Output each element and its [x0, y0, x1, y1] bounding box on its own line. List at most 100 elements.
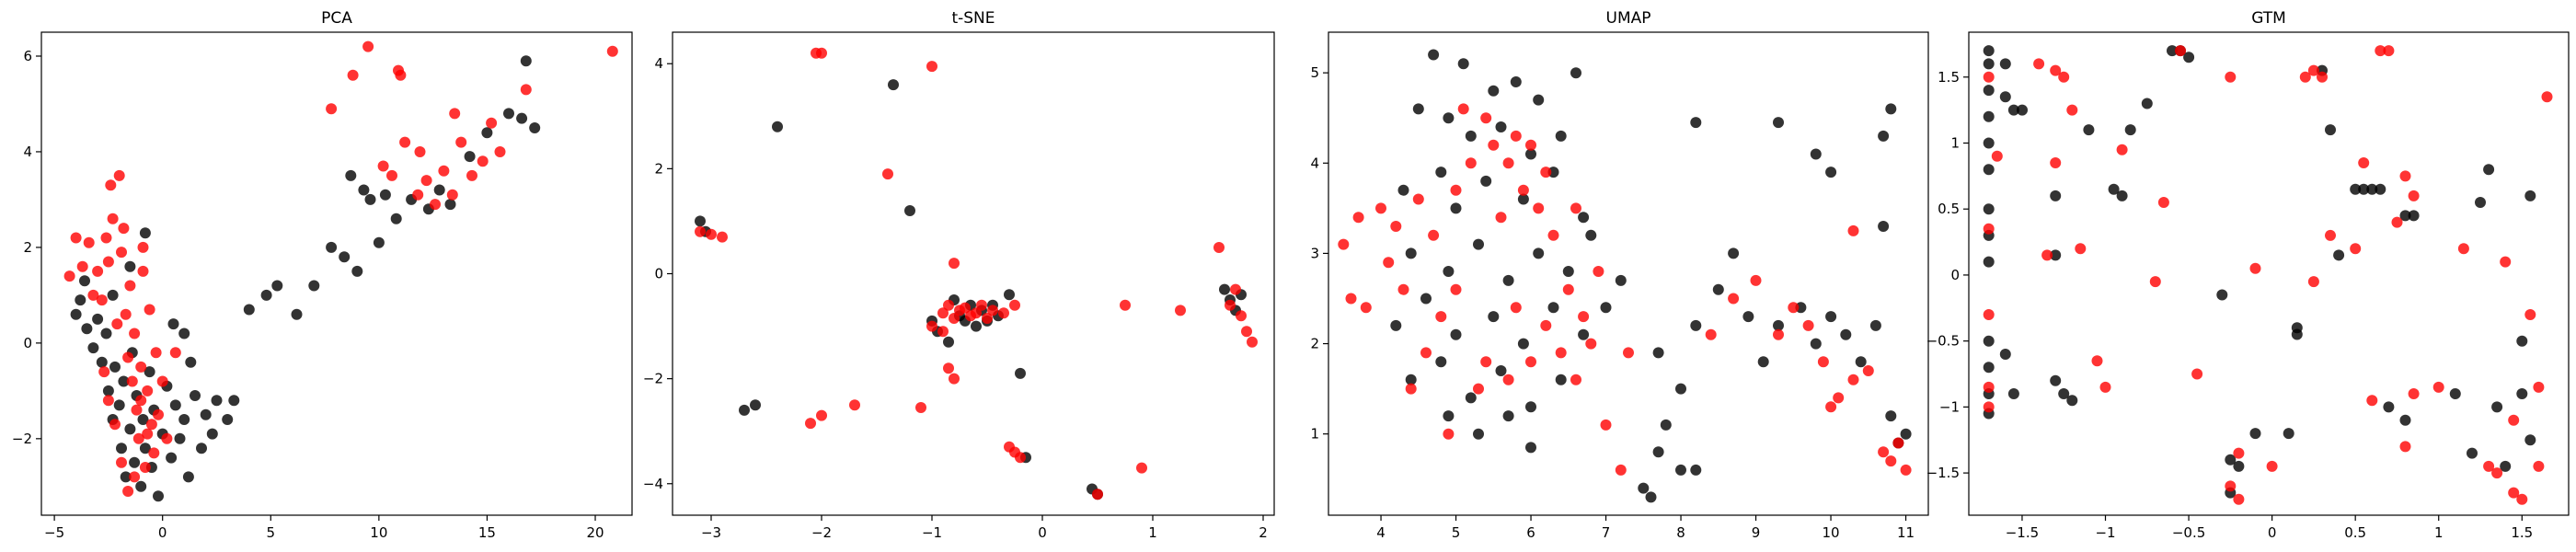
- data-point: [174, 432, 186, 444]
- data-point: [1555, 347, 1567, 359]
- data-point: [2350, 243, 2362, 255]
- data-point: [2216, 289, 2228, 301]
- data-point: [169, 399, 181, 411]
- data-point: [2050, 190, 2062, 201]
- x-tick-label: 10: [370, 524, 387, 541]
- series-0: [1983, 45, 2536, 499]
- data-point: [2391, 216, 2403, 228]
- y-tick-label: 0: [1950, 267, 1960, 283]
- data-point: [420, 175, 432, 187]
- data-point: [2249, 262, 2261, 274]
- data-point: [339, 251, 351, 263]
- data-point: [477, 155, 489, 167]
- data-point: [1983, 309, 1995, 320]
- y-tick-label: −1: [1939, 398, 1960, 415]
- data-point: [2516, 335, 2528, 347]
- data-point: [464, 151, 476, 163]
- data-point: [449, 108, 461, 120]
- data-point: [109, 419, 121, 431]
- data-point: [1435, 356, 1447, 368]
- data-point: [150, 347, 162, 359]
- data-point: [486, 117, 498, 129]
- x-tick-label: 4: [1376, 524, 1386, 541]
- y-tick-label: 1.5: [1938, 69, 1960, 86]
- data-point: [1136, 462, 1147, 474]
- data-point: [1840, 328, 1852, 340]
- data-point: [1773, 117, 1784, 129]
- data-point: [1510, 76, 1522, 87]
- data-point: [1405, 247, 1417, 259]
- data-point: [2050, 374, 2062, 386]
- data-point: [1750, 274, 1762, 286]
- data-point: [816, 47, 827, 59]
- x-tick-label: 1: [1148, 524, 1157, 541]
- data-point: [1360, 302, 1372, 314]
- data-point: [706, 228, 717, 240]
- data-point: [2375, 45, 2386, 57]
- data-point: [109, 361, 121, 373]
- data-point: [2408, 210, 2420, 222]
- data-point: [1236, 310, 1247, 322]
- data-point: [1450, 184, 1462, 196]
- data-point: [2225, 71, 2237, 83]
- data-point: [1488, 139, 1500, 151]
- data-point: [135, 395, 147, 407]
- data-point: [161, 432, 173, 444]
- data-point: [2383, 45, 2395, 57]
- data-point: [1862, 365, 1874, 376]
- data-point: [1983, 137, 1995, 149]
- axes-frame: [40, 31, 633, 516]
- data-point: [1480, 112, 1492, 124]
- chart-title: UMAP: [1606, 9, 1651, 28]
- data-point: [1983, 71, 1995, 83]
- data-point: [1495, 121, 1507, 132]
- data-point: [1092, 489, 1103, 500]
- data-point: [1810, 148, 1822, 160]
- data-point: [2524, 309, 2536, 320]
- y-tick-label: 1: [1310, 426, 1319, 443]
- x-tick-label: 15: [478, 524, 496, 541]
- data-point: [1878, 446, 1890, 458]
- data-point: [1983, 381, 1995, 393]
- data-point: [1825, 311, 1837, 323]
- x-tick-label: −1: [922, 524, 942, 541]
- data-point: [1983, 58, 1995, 70]
- data-point: [1555, 130, 1567, 142]
- data-point: [98, 366, 110, 378]
- data-point: [1570, 67, 1581, 79]
- data-point: [100, 232, 112, 244]
- data-point: [2283, 428, 2294, 440]
- data-point: [145, 419, 157, 431]
- axes-frame: [672, 31, 1275, 516]
- data-point: [83, 236, 95, 248]
- data-point: [100, 328, 112, 339]
- data-point: [81, 323, 93, 335]
- data-point: [379, 189, 391, 201]
- data-point: [63, 270, 75, 282]
- data-point: [937, 326, 949, 338]
- data-point: [2291, 328, 2303, 340]
- data-point: [139, 462, 151, 473]
- data-point: [455, 136, 467, 148]
- y-tick-label: 4: [1310, 155, 1319, 171]
- data-point: [169, 347, 181, 359]
- data-point: [124, 423, 136, 435]
- data-point: [1869, 319, 1881, 331]
- data-point: [1788, 302, 1800, 314]
- data-point: [144, 304, 155, 316]
- data-point: [1450, 328, 1462, 340]
- data-point: [1547, 302, 1559, 314]
- data-point: [399, 136, 411, 148]
- data-point: [1450, 283, 1462, 295]
- data-point: [433, 184, 445, 196]
- data-point: [1900, 428, 1912, 440]
- data-point: [1525, 148, 1536, 160]
- data-point: [1555, 374, 1567, 385]
- data-point: [446, 189, 458, 201]
- data-point: [943, 362, 954, 374]
- chart-panel-0: −5 0 5 10 15 20 −2 0 2 4 6 PCA: [12, 9, 633, 541]
- data-point: [142, 428, 154, 440]
- y-tick-label: 3: [1310, 245, 1319, 261]
- data-point: [326, 103, 338, 115]
- data-point: [196, 443, 207, 454]
